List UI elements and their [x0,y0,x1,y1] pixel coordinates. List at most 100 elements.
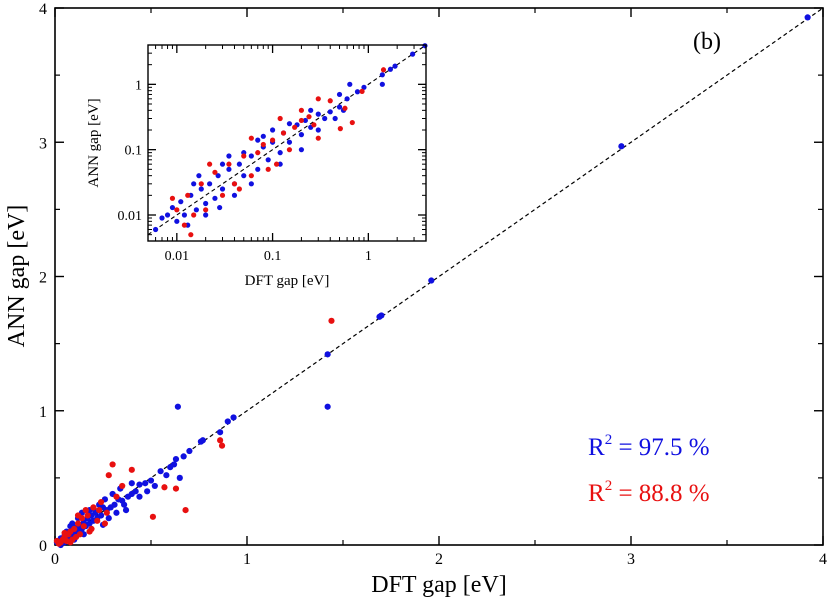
inset-data-point [387,66,394,72]
inset-data-point [354,89,361,95]
inset-data-point [277,161,283,167]
inset-y-tick-label: 0.1 [125,144,143,159]
inset-data-point [217,204,223,211]
inset-data-point [207,181,213,187]
main-data-point [172,455,180,463]
main-data-point [105,515,112,522]
inset-reference-line [147,44,427,236]
inset-data-point [273,161,280,167]
inset-data-point [315,127,321,133]
main-data-point [217,437,224,444]
main-data-point [136,493,143,500]
main-data-point [97,498,105,506]
main-data-point [186,447,193,455]
main-data-point [128,466,135,473]
inset-data-point [379,81,385,87]
main-x-tick-label: 2 [435,551,443,568]
inset-data-point [191,181,197,187]
main-data-point [167,464,174,471]
r2-annotation-blue: R2 = 97.5 % [588,432,710,461]
inset-data-point [236,161,242,167]
main-data-point [53,537,61,545]
inset-x-tick-label: 0.01 [165,249,190,264]
main-data-point [101,520,109,527]
inset-data-point [169,195,176,201]
main-data-point [88,525,95,532]
inset-data-point [260,141,266,148]
inset-x-axis-label: DFT gap [eV] [245,273,330,289]
main-data-point [74,512,82,519]
inset-data-point [181,222,188,228]
inset-data-point [226,166,232,172]
main-data-point [324,403,331,410]
inset-data-point [196,173,202,179]
inset-data-point [212,169,218,175]
inset-data-point [315,96,321,102]
inset-data-point [422,43,428,49]
main-data-point [144,488,151,495]
inset-series-0 [152,43,428,233]
inset-data-point [315,111,321,117]
main-data-point [128,480,135,487]
inset-plot-frame [147,44,427,242]
panel-label: (b) [693,29,721,55]
main-x-axis-label: DFT gap [eV] [371,572,507,598]
main-data-point [324,351,331,358]
main-data-point [82,506,89,514]
main-data-point [224,418,231,425]
inset-data-point [178,199,184,205]
inset-data-point [308,107,314,113]
main-data-point [328,317,335,324]
inset-data-point [203,200,209,207]
inset-data-point [212,195,218,201]
main-y-tick-label: 4 [39,1,47,18]
inset-data-point [332,115,338,122]
inset-data-point [169,204,176,211]
inset-data-point [322,115,328,122]
main-data-point [217,429,224,436]
main-data-point [119,482,126,490]
inset-data-point [298,147,305,153]
inset-data-point [231,181,238,187]
inset-data-point [207,161,213,167]
inset-data-point [174,218,180,224]
inset-data-point [231,192,238,198]
main-data-point [113,509,120,516]
main-data-point [149,513,157,520]
main-data-point [151,482,158,490]
inset-data-point [269,127,276,133]
inset-plot: 0.01 0.1 1 0.01 0.1 1 DFT gap [eV] ANN gap [e… [86,43,428,289]
inset-data-point [336,104,343,110]
inset-data-point [298,117,305,124]
inset-data-point [260,133,266,139]
inset-data-point [392,63,398,69]
inset-data-point [302,117,308,124]
r2-blue-r: R [588,434,605,461]
inset-data-point [248,153,254,159]
main-x-tick-label: 3 [627,551,635,568]
inset-data-point [298,132,305,138]
inset-data-point [198,186,204,192]
inset-data-point [327,98,333,104]
inset-data-point [226,161,232,167]
inset-data-point [248,173,254,179]
main-data-point [218,442,226,449]
inset-data-point [255,166,261,172]
inset-series-1 [169,67,387,238]
main-data-point [103,509,110,516]
main-data-point [176,474,183,481]
inset-x-tick-label: 1 [365,249,372,264]
main-data-point [378,312,385,319]
inset-data-point [280,130,287,136]
inset-data-point [226,153,232,159]
inset-data-point [298,107,305,113]
main-data-point [74,520,82,527]
main-data-point [124,493,132,500]
main-data-point [157,468,164,475]
main-data-point [109,461,116,468]
inset-data-point [181,212,188,218]
inset-data-point [219,161,226,167]
main-data-point [428,277,435,284]
inset-data-point [286,139,293,145]
